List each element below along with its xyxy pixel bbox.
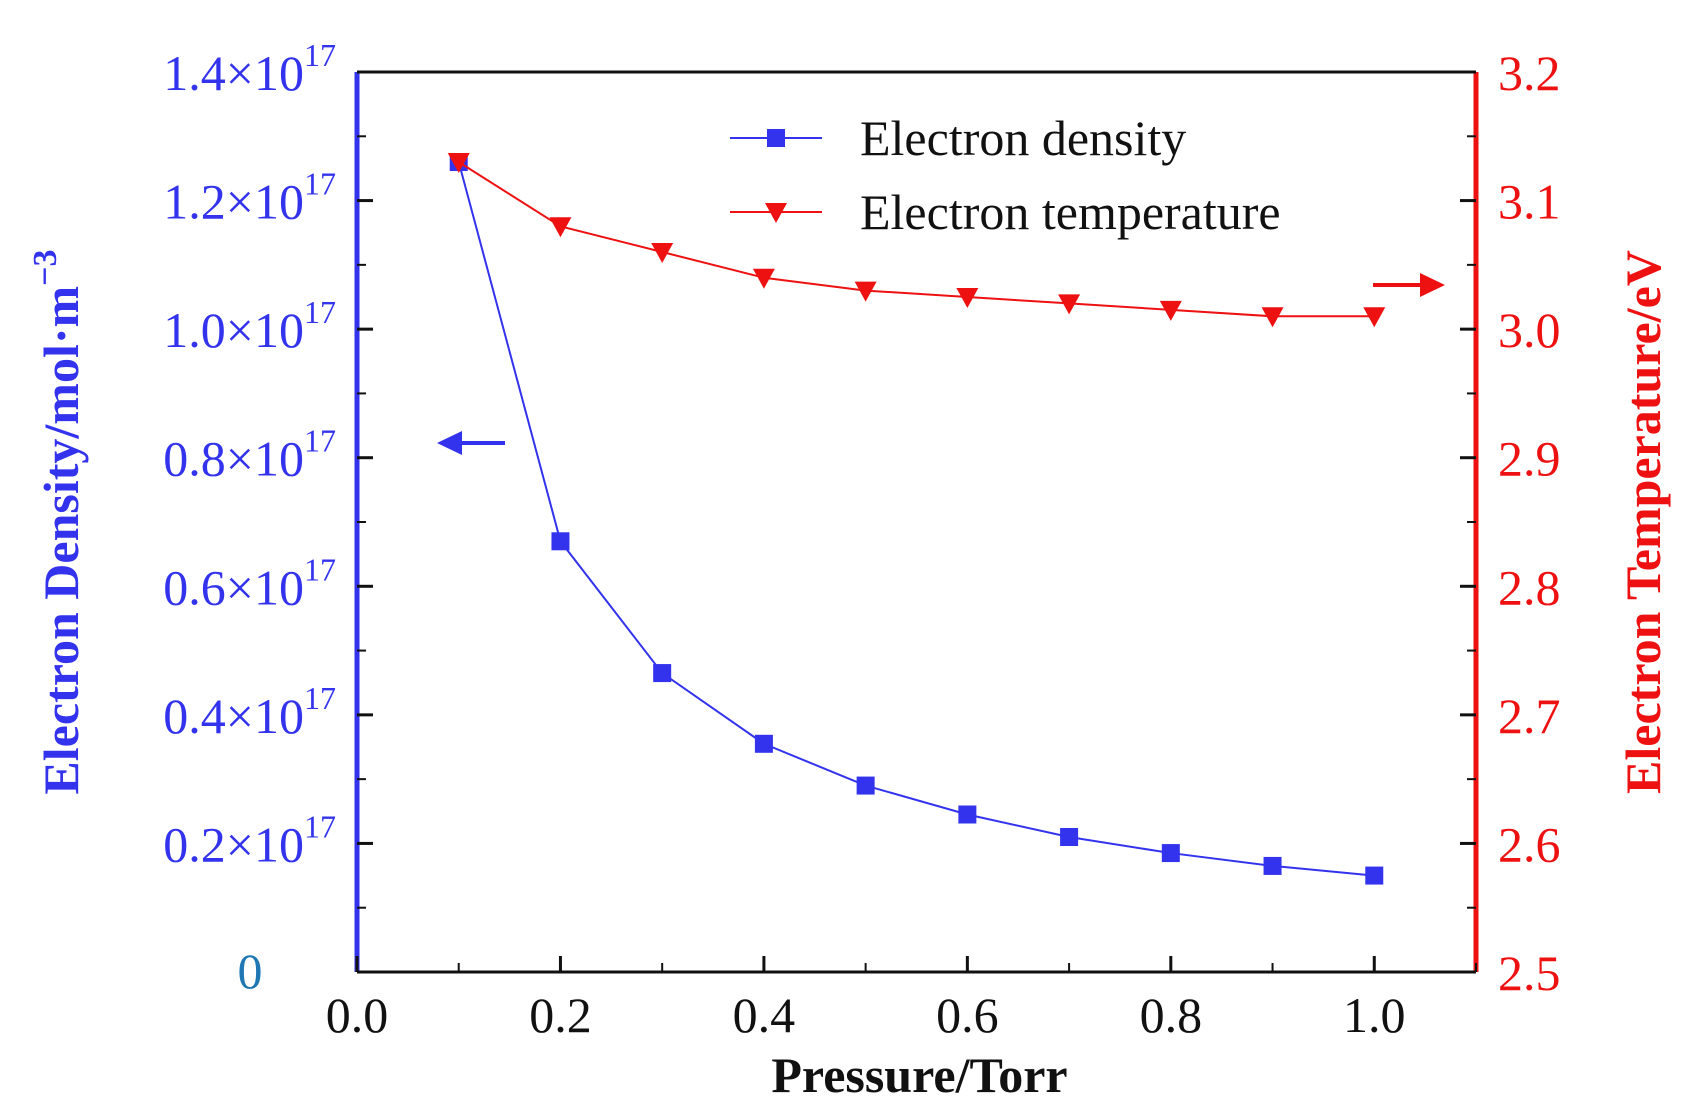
right-y-tick-label: 2.6: [1498, 816, 1561, 872]
right-y-tick-label: 3.2: [1498, 45, 1561, 101]
left-y-tick-label-base: 0.4×10: [163, 688, 304, 744]
left-y-tick-label-exponent: 17: [304, 166, 336, 202]
electron-density-point: [958, 805, 977, 824]
electron-density-point: [754, 734, 773, 753]
left-y-axis-title-base: Electron Density/mol·m: [33, 286, 89, 795]
left-axis-arrow-head: [437, 431, 462, 455]
x-tick-label: 0.0: [326, 987, 389, 1043]
legend-marker-electron-temperature: [765, 203, 787, 223]
left-y-tick-label: 0.2×1017: [163, 808, 336, 872]
electron-density-point: [551, 532, 570, 551]
right-y-tick-label: 2.7: [1498, 688, 1561, 744]
electron-density-point: [653, 664, 672, 683]
x-tick-label: 0.4: [733, 987, 796, 1043]
legend-marker-electron-density: [767, 129, 785, 147]
right-y-tick-label: 3.0: [1498, 302, 1561, 358]
electron-temperature-point: [1058, 294, 1081, 315]
left-y-tick-label: 0.6×1017: [163, 551, 336, 615]
legend-label-electron-temperature: Electron temperature: [860, 184, 1281, 240]
x-axis-title: Pressure/Torr: [771, 1047, 1067, 1103]
left-y-tick-label: 0.8×1017: [163, 423, 336, 487]
electron-density-point: [1161, 844, 1180, 863]
legend-label-electron-density: Electron density: [860, 110, 1186, 166]
right-axis-arrow: [1373, 273, 1445, 297]
left-y-tick-label-exponent: 17: [304, 423, 336, 459]
left-axis-arrow: [437, 431, 505, 455]
electron-temperature-point: [447, 153, 470, 173]
left-y-tick-label: 0.4×1017: [163, 680, 336, 744]
electron-density-point: [1263, 856, 1282, 875]
left-y-axis-title-exponent: −3: [27, 249, 64, 285]
electron-temperature-point: [1261, 307, 1284, 328]
left-y-tick-label-base: 0.6×10: [163, 559, 304, 615]
left-y-axis-title: Electron Density/mol·m−3: [27, 249, 89, 794]
left-y-tick-label-base: 1.4×10: [163, 45, 304, 101]
right-y-tick-label: 3.1: [1498, 174, 1561, 230]
electron-temperature-point: [956, 288, 979, 308]
left-y-tick-label: 0: [238, 943, 263, 999]
left-y-tick-label-exponent: 17: [304, 37, 336, 73]
left-y-tick-label-exponent: 17: [304, 680, 336, 716]
right-y-tick-label: 2.8: [1498, 559, 1561, 615]
electron-temperature-point: [651, 243, 674, 263]
right-y-tick-label: 2.9: [1498, 431, 1561, 487]
x-tick-label: 1.0: [1343, 987, 1406, 1043]
electron-density-point: [856, 776, 875, 795]
left-y-tick-label-base: 1.2×10: [163, 174, 304, 230]
left-y-tick-label: 1.4×1017: [163, 37, 336, 101]
x-tick-label: 0.8: [1140, 987, 1203, 1043]
electron-density-point: [1060, 828, 1079, 846]
left-y-tick-label: 1.2×1017: [163, 166, 336, 230]
left-y-tick-label: 1.0×1017: [163, 294, 336, 358]
electron-temperature-point: [1363, 307, 1386, 328]
series-line-electron-temperature: [458, 161, 1375, 318]
left-y-tick-label-base: 0.2×10: [163, 816, 304, 872]
left-y-tick-label-exponent: 17: [304, 551, 336, 587]
x-tick-label: 0.2: [529, 987, 592, 1043]
legend: Electron density Electron temperature: [730, 110, 1281, 240]
right-y-axis-title: Electron Temperature/eV: [1615, 250, 1671, 794]
left-y-tick-label-exponent: 17: [304, 808, 336, 844]
left-y-tick-label-base: 0.8×10: [163, 431, 304, 487]
electron-temperature-point: [752, 268, 775, 289]
left-y-tick-label-exponent: 17: [304, 294, 336, 330]
electron-density-point: [1365, 866, 1384, 885]
x-tick-label: 0.6: [936, 987, 999, 1043]
right-y-tick-label: 2.5: [1498, 945, 1561, 1001]
series-line-electron-density: [457, 161, 1375, 877]
electron-temperature-point: [1159, 300, 1182, 321]
left-y-tick-label-base: 1.0×10: [163, 302, 304, 358]
electron-temperature-point: [854, 281, 877, 302]
right-axis-arrow-head: [1420, 273, 1445, 297]
electron-temperature-point: [549, 217, 572, 238]
